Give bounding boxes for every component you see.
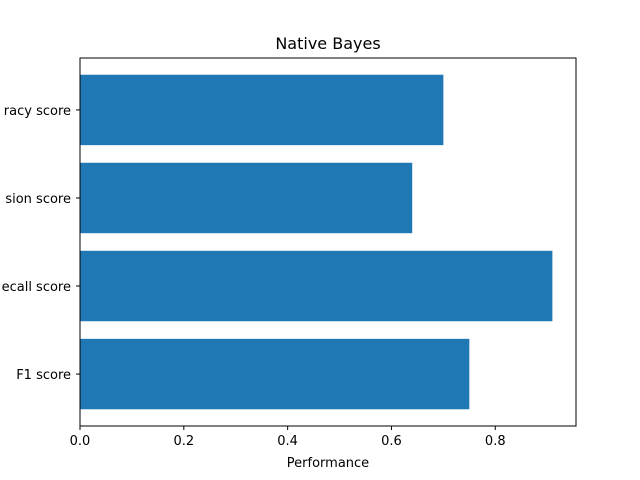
y-ticks-group: racy score sion score ecall score F1 score [2,104,80,383]
bar-2 [80,250,553,322]
x-tick-label-2: 0.4 [277,434,298,449]
x-tick-label-3: 0.6 [381,434,402,449]
y-tick-label-3: F1 score [16,368,71,383]
bar-3 [80,338,470,410]
y-tick-label-1: sion score [5,192,71,207]
bars-group [80,74,553,410]
x-axis-label: Performance [287,456,369,471]
x-tick-label-1: 0.2 [173,434,194,449]
bar-0 [80,74,444,146]
bar-1 [80,162,413,234]
plot-frame [79,57,577,427]
y-tick-label-2: ecall score [2,280,71,295]
x-tick-label-0: 0.0 [70,434,91,449]
x-tick-label-4: 0.8 [485,434,506,449]
chart-title: Native Bayes [275,34,380,53]
y-tick-label-0: racy score [4,104,71,119]
x-ticks-group: 0.0 0.2 0.4 0.6 0.8 [70,426,506,449]
